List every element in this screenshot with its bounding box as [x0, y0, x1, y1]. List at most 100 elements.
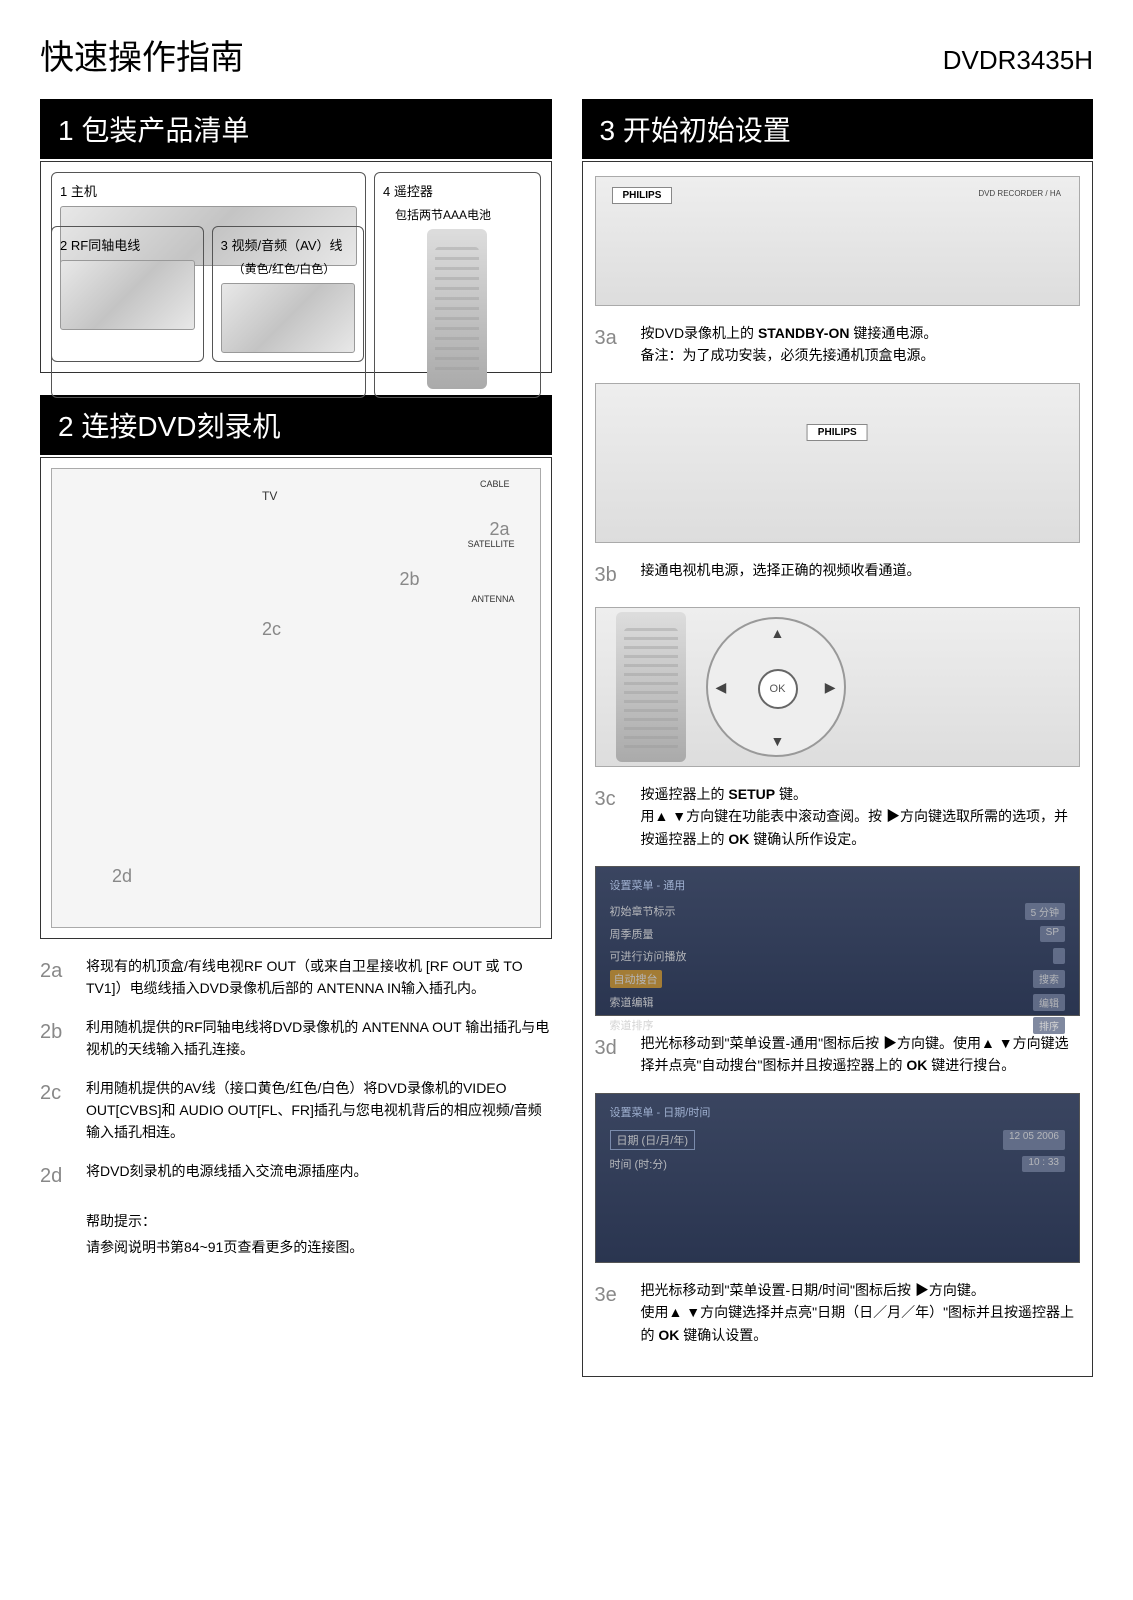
menu1-title: 设置菜单 - 通用 — [610, 877, 1066, 893]
m1r4k: 索道编辑 — [610, 994, 654, 1011]
device-front-image: PHILIPS DVD RECORDER / HA — [595, 176, 1081, 306]
step-3d: 3d 把光标移动到"菜单设置-通用"图标后按 ▶方向键。使用▲ ▼方向键选择并点… — [595, 1032, 1081, 1077]
diag-ant: ANTENNA — [471, 594, 514, 604]
step-3c-post2: 键确认所作设定。 — [749, 831, 865, 847]
step-3a-bold: STANDBY-ON — [758, 325, 850, 341]
page-header: 快速操作指南 DVDR3435H — [40, 30, 1093, 79]
right-column: 3 开始初始设置 PHILIPS DVD RECORDER / HA 3a 按D… — [582, 99, 1094, 1377]
m1r0v: 5 分钟 — [1025, 903, 1065, 920]
step-2d-text: 将DVD刻录机的电源线插入交流电源插座内。 — [86, 1160, 368, 1192]
diag-2b: 2b — [399, 569, 419, 590]
step-3c: 3c 按遥控器上的 SETUP 键。 用▲ ▼方向键在功能表中滚动查阅。按 ▶方… — [595, 783, 1081, 850]
left-column: 1 包装产品清单 1 主机 4 遥控器 包括两节AAA电池 2 RF同轴电线 — [40, 99, 552, 1377]
step-3a: 3a 按DVD录像机上的 STANDBY-ON 键接通电源。 备注：为了成功安装… — [595, 322, 1081, 367]
step-3a-text: 按DVD录像机上的 STANDBY-ON 键接通电源。 备注：为了成功安装，必须… — [641, 322, 938, 367]
remote-image — [427, 229, 487, 389]
section3-header: 3 开始初始设置 — [582, 99, 1094, 159]
pkg-av-label: 视频/音频（AV）线 — [232, 238, 343, 253]
step-3e: 3e 把光标移动到"菜单设置-日期/时间"图标后按 ▶方向键。 使用▲ ▼方向键… — [595, 1279, 1081, 1346]
main-title: 快速操作指南 — [40, 30, 244, 79]
remote-dpad-image: OK ▲ ▼ ◀ ▶ — [595, 607, 1081, 767]
m1r3k: 自动搜台 — [610, 970, 662, 988]
step-3d-tag: 3d — [595, 1032, 631, 1077]
m2r1k: 时间 (时:分) — [610, 1156, 667, 1172]
diag-2d: 2d — [112, 866, 132, 887]
step-3c-pre: 按遥控器上的 — [641, 786, 729, 802]
step-2a-tag: 2a — [40, 955, 76, 1000]
brand-badge: PHILIPS — [612, 187, 673, 204]
step-2b-tag: 2b — [40, 1016, 76, 1061]
step-2a: 2a 将现有的机顶盒/有线电视RF OUT（或来自卫星接收机 [RF OUT 或… — [40, 955, 552, 1000]
step-2d: 2d 将DVD刻录机的电源线插入交流电源插座内。 — [40, 1160, 552, 1192]
pkg-rf-label: RF同轴电线 — [71, 238, 140, 253]
step-3a-mid: 键接通电源。 — [849, 325, 937, 341]
section2-header: 2 连接DVD刻录机 — [40, 395, 552, 455]
pkg-remote-sub: 包括两节AAA电池 — [383, 206, 532, 223]
device-desc: DVD RECORDER / HA — [978, 189, 1061, 198]
step-3e-post2: 键确认设置。 — [679, 1327, 767, 1343]
m1r1k: 周季质量 — [610, 926, 654, 942]
m1r2k: 可进行访问播放 — [610, 948, 687, 964]
section1-header: 1 包装产品清单 — [40, 99, 552, 159]
step-3a-tag: 3a — [595, 322, 631, 367]
rf-cable-image — [60, 260, 195, 330]
model-number: DVDR3435H — [943, 45, 1093, 76]
package-grid: 1 主机 4 遥控器 包括两节AAA电池 2 RF同轴电线 3 视频/音频（AV… — [40, 161, 552, 373]
step-3e-bold: OK — [658, 1327, 679, 1343]
m2r0v: 12 05 2006 — [1003, 1130, 1065, 1150]
step-3b: 3b 接通电视机电源，选择正确的视频收看通道。 — [595, 559, 1081, 591]
m1r4v: 编辑 — [1033, 994, 1065, 1011]
connection-diagram: 2a 2b 2c 2d TV CABLE SATELLITE ANTENNA — [40, 457, 552, 939]
remote-icon — [616, 612, 686, 762]
help-hint: 帮助提示： 请参阅说明书第84~91页查看更多的连接图。 — [86, 1208, 552, 1261]
m1r5k: 索道排序 — [610, 1017, 654, 1034]
help-title: 帮助提示： — [86, 1208, 552, 1235]
pkg-rf-num: 2 — [60, 238, 67, 253]
step-2a-text: 将现有的机顶盒/有线电视RF OUT（或来自卫星接收机 [RF OUT 或 TO… — [86, 955, 552, 1000]
diag-cable: CABLE — [480, 479, 510, 489]
diag-tv: TV — [262, 489, 277, 503]
step-2c-tag: 2c — [40, 1077, 76, 1144]
pkg-av-num: 3 — [221, 238, 228, 253]
menu2-image: 设置菜单 - 日期/时间 日期 (日/月/年)12 05 2006 时间 (时:… — [595, 1093, 1081, 1263]
step-3a-pre: 按DVD录像机上的 — [641, 325, 758, 341]
m1r5v: 排序 — [1033, 1017, 1065, 1034]
m1r0k: 初始章节标示 — [610, 903, 676, 920]
step-3a-note: 备注：为了成功安装，必须先接通机顶盒电源。 — [641, 347, 935, 363]
ok-button-label: OK — [758, 669, 798, 709]
pkg-host-label: 主机 — [71, 184, 97, 199]
m2r0k: 日期 (日/月/年) — [610, 1130, 696, 1150]
columns: 1 包装产品清单 1 主机 4 遥控器 包括两节AAA电池 2 RF同轴电线 — [40, 99, 1093, 1377]
pkg-remote-label: 遥控器 — [394, 184, 433, 199]
tv-brand: PHILIPS — [807, 424, 868, 441]
step-3d-text: 把光标移动到"菜单设置-通用"图标后按 ▶方向键。使用▲ ▼方向键选择并点亮"自… — [641, 1032, 1081, 1077]
step-2d-tag: 2d — [40, 1160, 76, 1192]
step-2b-text: 利用随机提供的RF同轴电线将DVD录像机的 ANTENNA OUT 输出插孔与电… — [86, 1016, 552, 1061]
m1r3v: 搜索 — [1033, 970, 1065, 988]
step-3c-text: 按遥控器上的 SETUP 键。 用▲ ▼方向键在功能表中滚动查阅。按 ▶方向键选… — [641, 783, 1081, 850]
diag-2a: 2a — [489, 519, 509, 540]
menu1-image: 设置菜单 - 通用 初始章节标示5 分钟 周季质量SP 可进行访问播放 自动搜台… — [595, 866, 1081, 1016]
m2r1v: 10 : 33 — [1022, 1156, 1065, 1172]
step-3c-tag: 3c — [595, 783, 631, 850]
pkg-remote: 4 遥控器 包括两节AAA电池 — [374, 172, 541, 398]
step-3d-bold: OK — [906, 1057, 927, 1073]
pkg-av: 3 视频/音频（AV）线 （黄色/红色/白色） — [212, 226, 365, 362]
step-3c-mid: 键。 — [775, 786, 807, 802]
diagram-image: 2a 2b 2c 2d TV CABLE SATELLITE ANTENNA — [51, 468, 541, 928]
step-3e-tag: 3e — [595, 1279, 631, 1346]
step-3b-text: 接通电视机电源，选择正确的视频收看通道。 — [641, 559, 921, 591]
step-2c-text: 利用随机提供的AV线（接口黄色/红色/白色）将DVD录像机的VIDEO OUT[… — [86, 1077, 552, 1144]
step-3c-bold1: SETUP — [728, 786, 775, 802]
help-text: 请参阅说明书第84~91页查看更多的连接图。 — [86, 1234, 552, 1261]
m1r2v — [1053, 948, 1065, 964]
setup-box: PHILIPS DVD RECORDER / HA 3a 按DVD录像机上的 S… — [582, 161, 1094, 1377]
diag-sat: SATELLITE — [468, 539, 515, 549]
step-2b: 2b 利用随机提供的RF同轴电线将DVD录像机的 ANTENNA OUT 输出插… — [40, 1016, 552, 1061]
tv-image: PHILIPS — [595, 383, 1081, 543]
pkg-host-num: 1 — [60, 184, 67, 199]
step-2c: 2c 利用随机提供的AV线（接口黄色/红色/白色）将DVD录像机的VIDEO O… — [40, 1077, 552, 1144]
step-3e-pre: 把光标移动到"菜单设置-日期/时间"图标后按 ▶方向键。 — [641, 1282, 985, 1298]
step-3d-post: 键进行搜台。 — [927, 1057, 1015, 1073]
pkg-av-sub: （黄色/红色/白色） — [221, 260, 356, 277]
